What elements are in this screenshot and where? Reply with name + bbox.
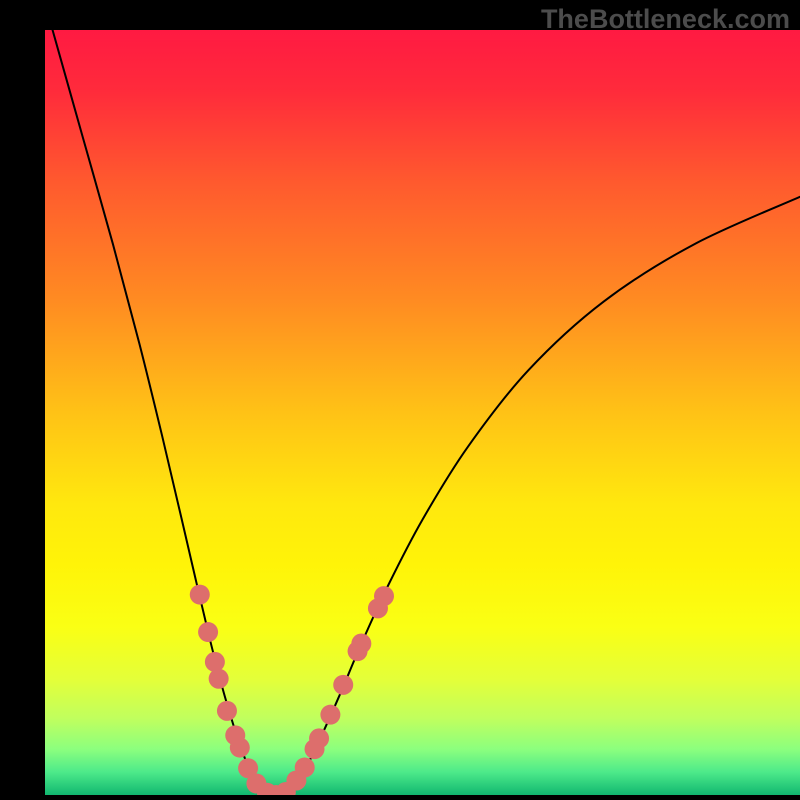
data-marker bbox=[309, 728, 329, 748]
data-marker bbox=[198, 622, 218, 642]
data-marker bbox=[320, 705, 340, 725]
gradient-background bbox=[45, 30, 800, 795]
data-marker bbox=[209, 669, 229, 689]
data-marker bbox=[230, 738, 250, 758]
data-marker bbox=[333, 675, 353, 695]
chart-svg bbox=[45, 30, 800, 795]
data-marker bbox=[190, 585, 210, 605]
data-marker bbox=[351, 634, 371, 654]
data-marker bbox=[374, 586, 394, 606]
chart-container: TheBottleneck.com bbox=[0, 0, 800, 800]
data-marker bbox=[205, 652, 225, 672]
plot-area bbox=[45, 30, 800, 795]
data-marker bbox=[217, 701, 237, 721]
data-marker bbox=[295, 757, 315, 777]
